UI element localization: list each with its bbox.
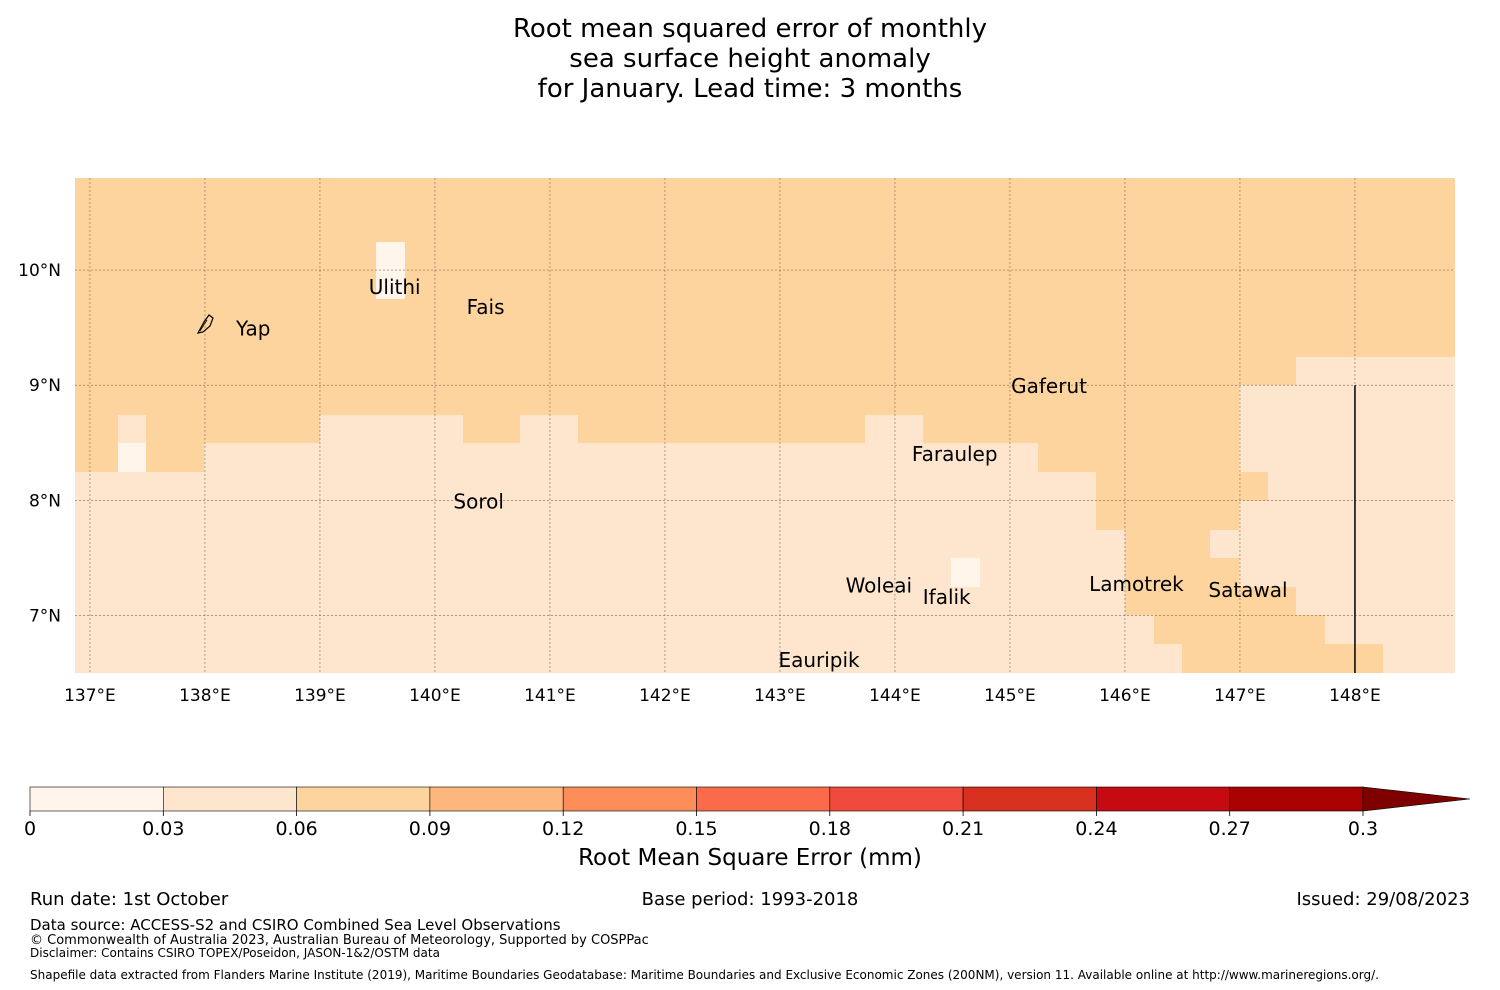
lon-tick-label: 148°E	[1329, 686, 1381, 706]
colorbar-ticks: 0 0.03 0.06 0.09 0.12 0.15 0.18 0.21 0.24 0.27 0.3	[24, 811, 1378, 840]
lon-tick-label: 146°E	[1099, 686, 1151, 706]
graticule	[75, 178, 1455, 673]
latitude-tick-labels: 10°N 9°N 8°N 7°N	[18, 261, 61, 626]
cell-0-0.03	[376, 242, 405, 299]
colorbar-bin	[829, 786, 964, 812]
copyright: © Commonwealth of Australia 2023, Austra…	[30, 933, 649, 948]
title-line-3: for January. Lead time: 3 months	[537, 74, 963, 104]
place-label: Fais	[467, 295, 505, 319]
yap-island-shape	[196, 314, 214, 334]
lon-tick-label: 141°E	[524, 686, 576, 706]
lon-tick-label: 145°E	[984, 686, 1036, 706]
lon-tick-label: 137°E	[64, 686, 116, 706]
run-date: Run date: 1st October	[30, 889, 229, 910]
disclaimer: Disclaimer: Contains CSIRO TOPEX/Poseido…	[30, 946, 440, 960]
colorbar-bin	[29, 786, 164, 812]
lat-tick-label: 7°N	[29, 606, 61, 626]
colorbar-bin	[296, 786, 431, 812]
issued-date: Issued: 29/08/2023	[1296, 889, 1470, 910]
cell-0.03-0.06	[118, 415, 146, 443]
colorbar-bin	[562, 786, 697, 812]
colorbar-tick-label: 0	[24, 818, 36, 840]
lon-tick-label: 139°E	[294, 686, 346, 706]
title-line-1: Root mean squared error of monthly	[512, 14, 988, 44]
cell-0-0.03	[951, 558, 980, 587]
lon-tick-label: 144°E	[869, 686, 921, 706]
map-title: Root mean squared error of monthly sea s…	[0, 14, 1500, 104]
place-labels: Yap Ulithi Fais Gaferut Faraulep Sorol Woleai I…	[235, 275, 1288, 672]
region-0.03-0.06	[75, 415, 1182, 673]
colorbar-tick-label: 0.18	[809, 818, 851, 840]
place-label: Faraulep	[912, 442, 998, 466]
map-shaded-field	[75, 178, 1455, 673]
colorbar-bin	[1096, 786, 1231, 812]
place-label: Eauripik	[778, 648, 860, 672]
lat-tick-label: 10°N	[18, 261, 61, 281]
colorbar-tick-label: 0.24	[1075, 818, 1117, 840]
colorbar-bins	[29, 786, 1471, 812]
lat-tick-label: 9°N	[29, 376, 61, 396]
colorbar-bin	[962, 786, 1097, 812]
shapefile-credit: Shapefile data extracted from Flanders M…	[30, 968, 1379, 982]
longitude-tick-labels: 137°E 138°E 139°E 140°E 141°E 142°E 143°E 144°E…	[64, 686, 1381, 706]
colorbar-bin	[1229, 786, 1364, 812]
lat-tick-label: 8°N	[29, 491, 61, 511]
place-label: Woleai	[846, 573, 913, 597]
lon-tick-label: 140°E	[409, 686, 461, 706]
lon-tick-label: 143°E	[754, 686, 806, 706]
title-line-2: sea surface height anomaly	[569, 44, 931, 74]
data-source: Data source: ACCESS-S2 and CSIRO Combine…	[30, 916, 561, 934]
colorbar-tick-label: 0.3	[1348, 818, 1378, 840]
colorbar-label: Root Mean Square Error (mm)	[578, 845, 922, 871]
colorbar-tick-label: 0.03	[142, 818, 184, 840]
colorbar-tick-label: 0.06	[275, 818, 317, 840]
colorbar-tick-label: 0.27	[1209, 818, 1251, 840]
base-period: Base period: 1993-2018	[641, 889, 859, 910]
colorbar-bin	[163, 786, 297, 812]
colorbar-tick-label: 0.21	[942, 818, 984, 840]
lon-tick-label: 147°E	[1214, 686, 1266, 706]
place-label: Satawal	[1208, 578, 1287, 602]
colorbar-tick-label: 0.15	[675, 818, 717, 840]
place-label: Lamotrek	[1089, 572, 1184, 596]
colorbar-tick-label: 0.12	[542, 818, 584, 840]
place-label: Yap	[235, 317, 270, 341]
place-label: Sorol	[453, 489, 504, 513]
lon-tick-label: 142°E	[639, 686, 691, 706]
place-label: Ifalik	[923, 585, 971, 609]
colorbar-extend-arrow	[1362, 786, 1471, 812]
lon-tick-label: 138°E	[179, 686, 231, 706]
cell-0-0.03	[118, 443, 146, 472]
colorbar-bin	[429, 786, 564, 812]
place-label: Gaferut	[1011, 374, 1087, 398]
colorbar-tick-label: 0.09	[409, 818, 451, 840]
colorbar-bin	[696, 786, 831, 812]
region-0.03-0.06-east	[1210, 357, 1455, 673]
place-label: Ulithi	[369, 275, 421, 299]
